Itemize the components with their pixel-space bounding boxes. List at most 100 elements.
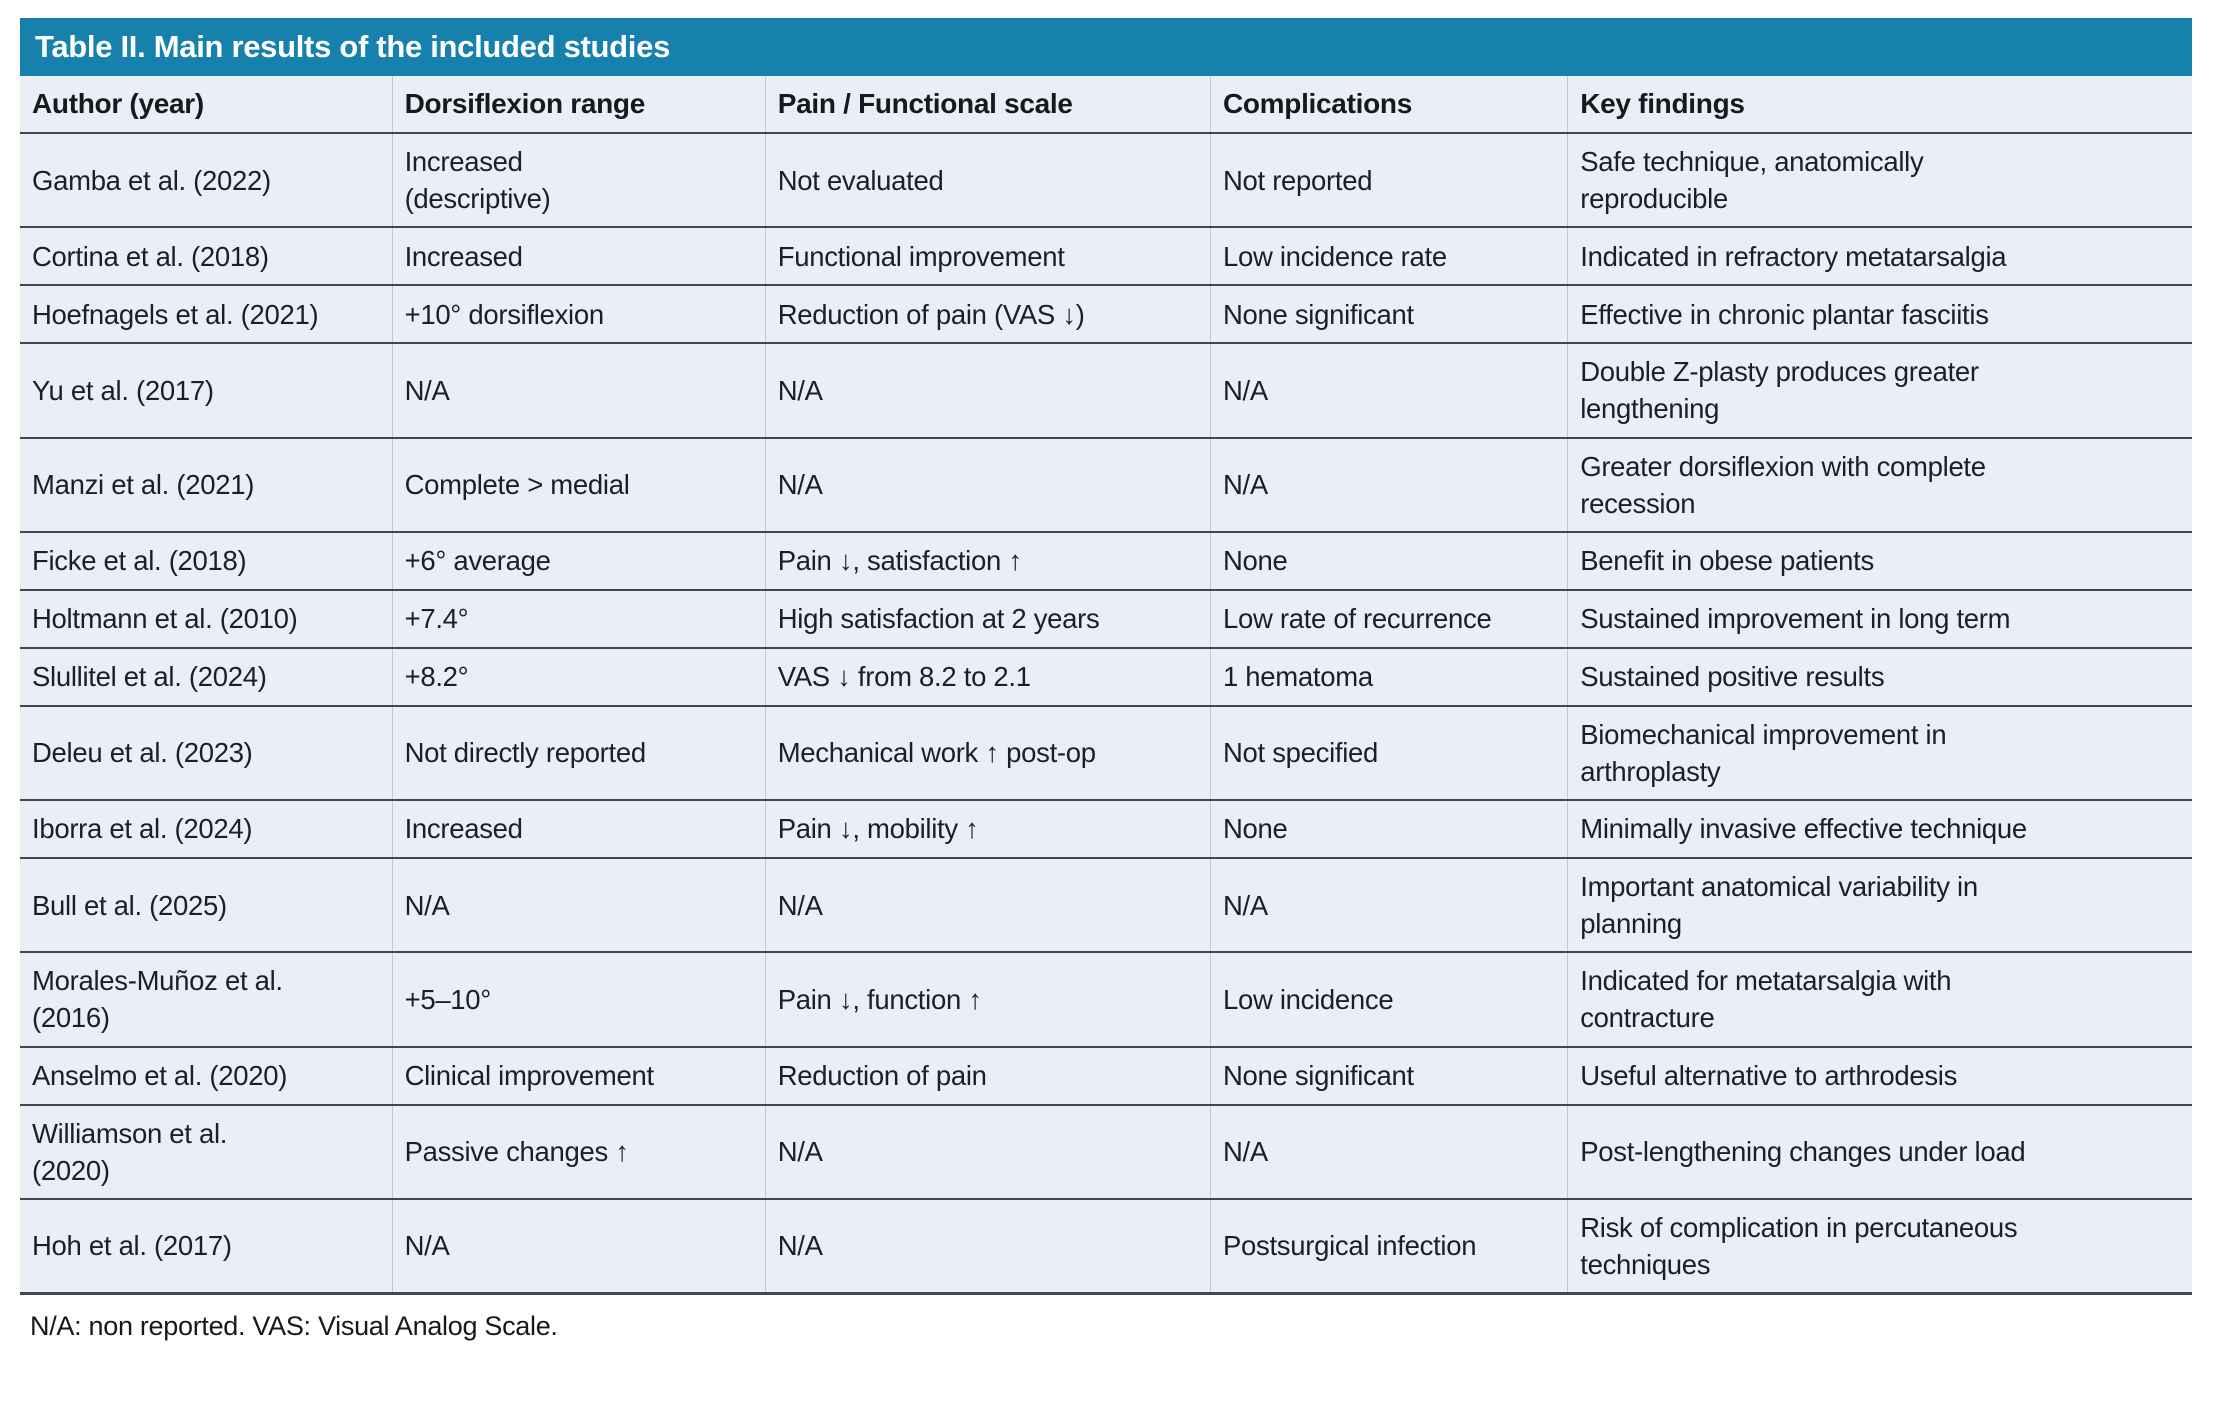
table-cell: N/A [391, 342, 766, 438]
table-cell: N/A [764, 1197, 1211, 1294]
table-footnote: N/A: non reported. VAS: Visual Analog Sc… [30, 1311, 558, 1341]
table-cell: Not directly reported [391, 704, 766, 800]
table-row: Deleu et al. (2023) Not directly reported… [20, 704, 2192, 800]
table-cell: Williamson et al. (2020) [20, 1103, 393, 1199]
table-cell: Increased [391, 799, 766, 858]
table-row: Yu et al. (2017) N/A N/A N/A Double Z-plasty… [20, 342, 2192, 438]
table-cell: Low rate of recurrence [1209, 588, 1568, 648]
table-cell: +10° dorsiflexion [391, 284, 766, 344]
table-cell: +7.4° [391, 588, 766, 648]
table-cell: +8.2° [391, 646, 766, 706]
table-cell: Effective in chronic plantar fasciitis [1567, 284, 2192, 344]
table-cell: Low incidence rate [1209, 226, 1568, 286]
table-row: Anselmo et al. (2020) Clinical improvemen… [20, 1045, 2192, 1105]
table-cell: N/A [764, 1103, 1211, 1199]
table-row: Manzi et al. (2021) Complete > medial N/A N… [20, 436, 2192, 532]
table-row: Morales-Muñoz et al. (2016) +5–10° Pain ↓,… [20, 951, 2192, 1047]
table-cell: High satisfaction at 2 years [764, 588, 1211, 648]
table-cell: Morales-Muñoz et al. (2016) [20, 951, 393, 1047]
table-cell: Holtmann et al. (2010) [20, 588, 393, 648]
table-cell: Cortina et al. (2018) [20, 226, 393, 286]
table-cell: Reduction of pain [764, 1045, 1211, 1105]
page: Table II. Main results of the included s… [20, 18, 2192, 1341]
table-row: Cortina et al. (2018) Increased Functional… [20, 226, 2192, 286]
table-row: Gamba et al. (2022) Increased (descriptiv… [20, 131, 2192, 228]
table-row: Holtmann et al. (2010) +7.4° High satisfac… [20, 588, 2192, 648]
column-header: Complications [1209, 76, 1568, 133]
table-title: Table II. Main results of the included s… [35, 29, 671, 64]
table-cell: Not specified [1209, 704, 1568, 800]
table-cell: Functional improvement [764, 226, 1211, 286]
table-cell: Indicated in refractory metatarsalgia [1567, 226, 2192, 286]
table-header: Author (year) Dorsiflexion range Pain / Fu… [20, 76, 2192, 133]
table-cell: Greater dorsiflexion with complete reces… [1567, 436, 2192, 532]
table-cell: +5–10° [391, 951, 766, 1047]
table-row: Ficke et al. (2018) +6° average Pain ↓, sa… [20, 530, 2192, 590]
table-cell: Benefit in obese patients [1567, 530, 2192, 590]
table-cell: None [1209, 530, 1568, 590]
table-row: Slullitel et al. (2024) +8.2° VAS ↓ from 8… [20, 646, 2192, 706]
table-cell: N/A [764, 436, 1211, 532]
results-table: Author (year) Dorsiflexion range Pain / Fu… [20, 76, 2192, 1295]
table-cell: N/A [1209, 1103, 1568, 1199]
table-row: Hoefnagels et al. (2021) +10° dorsiflexio… [20, 284, 2192, 344]
results-table-card: Table II. Main results of the included s… [20, 18, 2192, 1295]
column-header: Author (year) [32, 88, 204, 120]
table-cell: Useful alternative to arthrodesis [1567, 1045, 2192, 1105]
table-cell: None significant [1209, 284, 1568, 344]
table-cell: Minimally invasive effective technique [1567, 799, 2192, 858]
table-cell: Low incidence [1209, 951, 1568, 1047]
table-cell: Double Z-plasty produces greater lengthe… [1567, 342, 2192, 438]
table-cell: Sustained positive results [1567, 646, 2192, 706]
table-row: Iborra et al. (2024) Increased Pain ↓, mob… [20, 799, 2192, 858]
table-cell: N/A [764, 856, 1211, 953]
table-cell: Hoefnagels et al. (2021) [20, 284, 393, 344]
table-cell: Anselmo et al. (2020) [20, 1045, 393, 1105]
header-row: Author (year) Dorsiflexion range Pain / Fu… [20, 76, 2192, 133]
table-cell: Reduction of pain (VAS ↓) [764, 284, 1211, 344]
table-cell: Passive changes ↑ [391, 1103, 766, 1199]
table-cell: Iborra et al. (2024) [20, 799, 393, 858]
table-row: Bull et al. (2025) N/A N/A N/A Important ana… [20, 856, 2192, 953]
table-cell: Indicated for metatarsalgia with contrac… [1567, 951, 2192, 1047]
table-row: Hoh et al. (2017) N/A N/A Postsurgical infe… [20, 1197, 2192, 1294]
table-body: Gamba et al. (2022) Increased (descriptiv… [20, 131, 2192, 1294]
table-cell: Pain ↓, mobility ↑ [764, 799, 1211, 858]
table-cell: Complete > medial [391, 436, 766, 532]
table-cell: N/A [391, 856, 766, 953]
table-cell: N/A [1209, 856, 1568, 953]
table-cell: 1 hematoma [1209, 646, 1568, 706]
table-cell: Manzi et al. (2021) [20, 436, 393, 532]
table-cell: Increased [391, 226, 766, 286]
table-cell: Gamba et al. (2022) [20, 131, 393, 228]
table-cell: VAS ↓ from 8.2 to 2.1 [764, 646, 1211, 706]
table-cell: Clinical improvement [391, 1045, 766, 1105]
table-cell: Not evaluated [764, 131, 1211, 228]
table-cell: Slullitel et al. (2024) [20, 646, 393, 706]
table-cell: Biomechanical improvement in arthroplast… [1567, 704, 2192, 800]
column-header: Pain / Functional scale [764, 76, 1211, 133]
table-cell: N/A [1209, 436, 1568, 532]
table-cell: Mechanical work ↑ post-op [764, 704, 1211, 800]
table-cell: Deleu et al. (2023) [20, 704, 393, 800]
table-cell: Not reported [1209, 131, 1568, 228]
table-cell: N/A [391, 1197, 766, 1294]
table-cell: Hoh et al. (2017) [20, 1197, 393, 1294]
table-cell: Risk of complication in percutaneous tec… [1567, 1197, 2192, 1294]
table-cell: Post-lengthening changes under load [1567, 1103, 2192, 1199]
column-header: Key findings [1567, 76, 2192, 133]
table-cell: Pain ↓, function ↑ [764, 951, 1211, 1047]
table-cell: None [1209, 799, 1568, 858]
table-cell: Sustained improvement in long term [1567, 588, 2192, 648]
table-cell: Pain ↓, satisfaction ↑ [764, 530, 1211, 590]
table-cell: None significant [1209, 1045, 1568, 1105]
table-cell: N/A [764, 342, 1211, 438]
table-title-bar: Table II. Main results of the included s… [20, 18, 2192, 76]
table-cell: +6° average [391, 530, 766, 590]
table-cell: Postsurgical infection [1209, 1197, 1568, 1294]
table-cell: Important anatomical variability in plan… [1567, 856, 2192, 953]
table-row: Williamson et al. (2020) Passive changes … [20, 1103, 2192, 1199]
table-cell: Ficke et al. (2018) [20, 530, 393, 590]
column-header: Dorsiflexion range [391, 76, 766, 133]
table-cell: Bull et al. (2025) [20, 856, 393, 953]
